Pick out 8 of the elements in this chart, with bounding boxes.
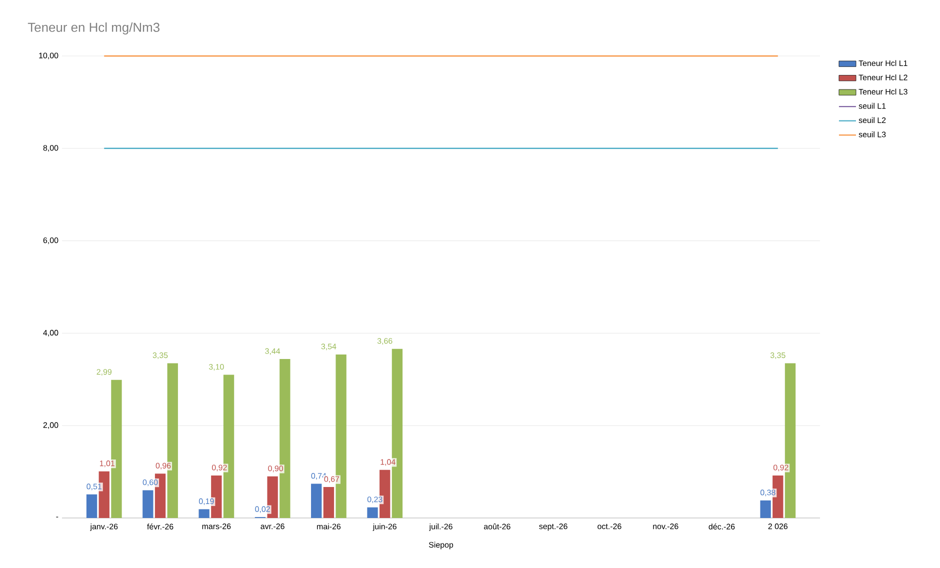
bar [311, 484, 322, 518]
bar [198, 509, 210, 518]
chart-title: Teneur en Hcl mg/Nm3 [28, 22, 160, 34]
bar [760, 500, 771, 518]
bar [86, 494, 98, 518]
bar [323, 487, 334, 518]
bar [367, 507, 378, 518]
bar [142, 490, 154, 518]
